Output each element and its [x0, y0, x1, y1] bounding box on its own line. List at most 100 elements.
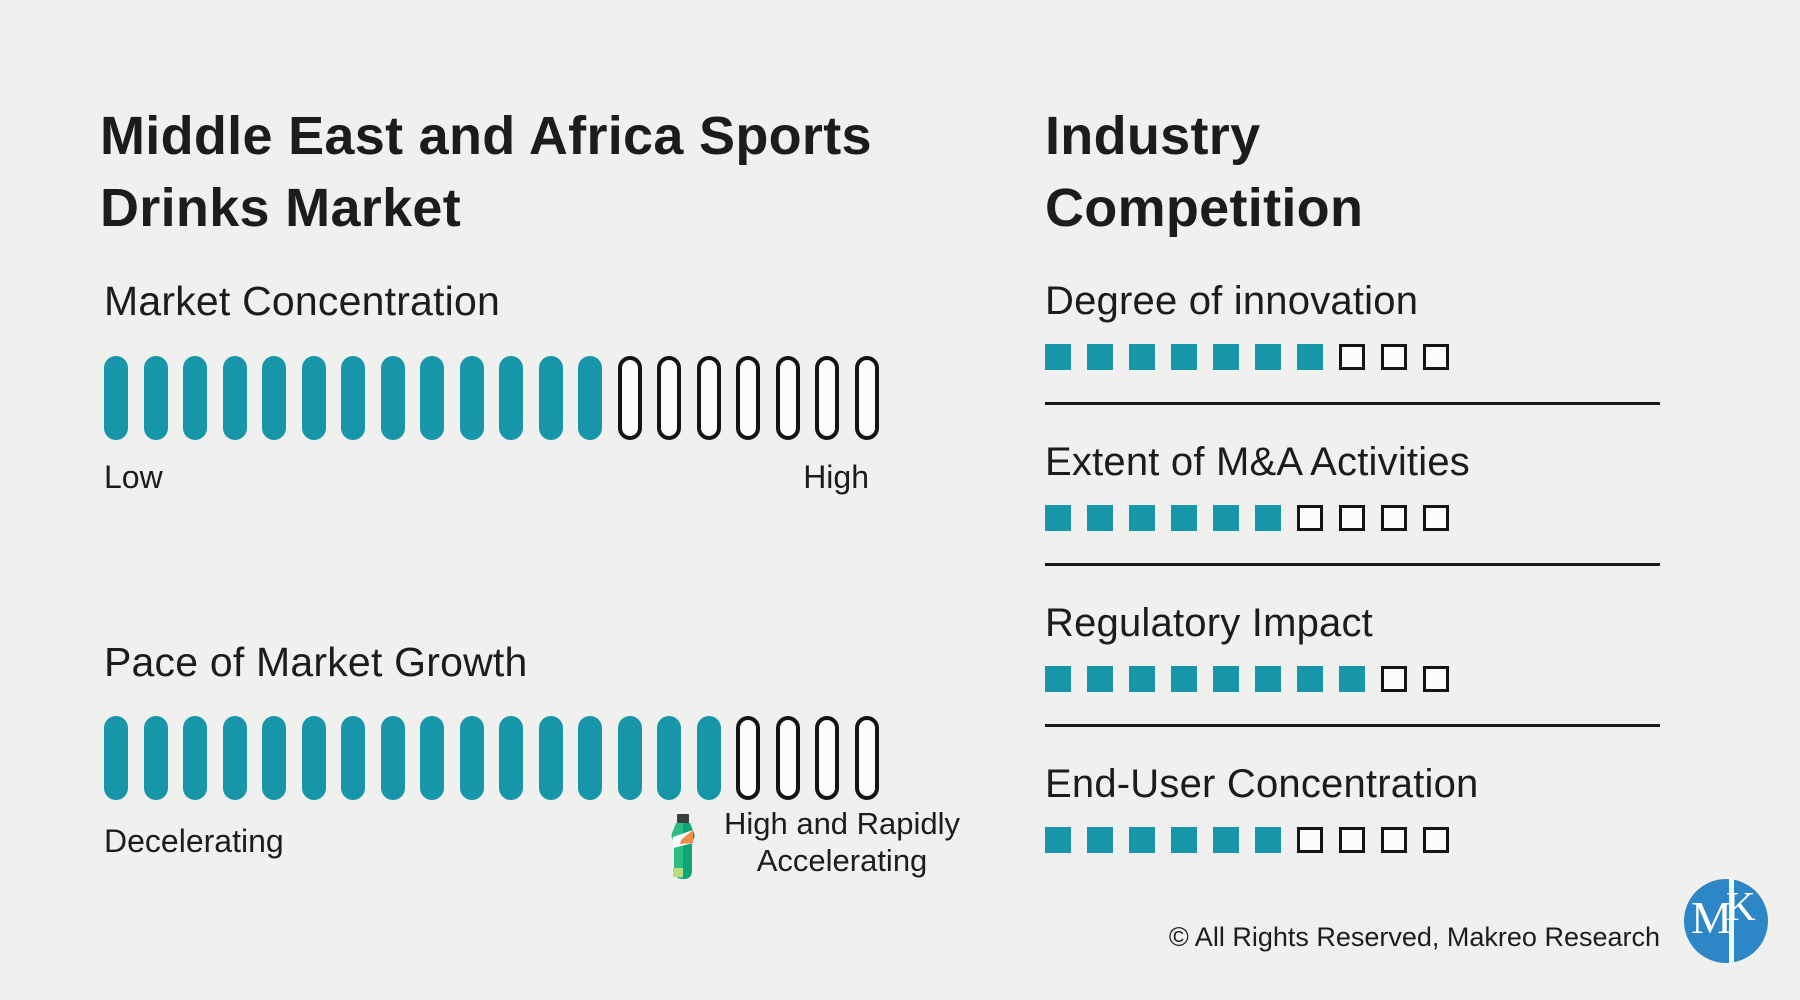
meter-segment-filled [1045, 666, 1071, 692]
meter-segment-filled [1045, 344, 1071, 370]
scale-accelerating-label: High and Rapidly Accelerating [723, 806, 961, 878]
meter-segment-empty [815, 716, 839, 800]
meter-segment-filled [380, 716, 405, 800]
meter-segment-filled [1255, 827, 1281, 853]
regulatory-impact-meter [1045, 666, 1449, 692]
meter-segment-filled [1129, 666, 1155, 692]
metric-ma-activities: Extent of M&A Activities [1045, 440, 1470, 484]
meter-segment-filled [617, 716, 642, 800]
meter-segment-filled [1297, 344, 1323, 370]
meter-segment-filled [459, 716, 484, 800]
meter-segment-empty [815, 356, 839, 440]
meter-segment-filled [104, 716, 128, 800]
meter-segment-filled [1087, 344, 1113, 370]
meter-segment-filled [380, 356, 405, 440]
meter-segment-empty [657, 356, 681, 440]
meter-segment-filled [143, 356, 168, 440]
meter-segment-filled [104, 356, 128, 440]
meter-segment-filled [1171, 505, 1197, 531]
meter-segment-filled [578, 716, 602, 800]
logo-letter-m: M [1691, 892, 1732, 943]
degree-of-innovation-meter [1045, 344, 1449, 370]
meter-segment-filled [1045, 827, 1071, 853]
meter-segment-filled [578, 356, 602, 440]
meter-segment-filled [222, 716, 247, 800]
sports-drink-bottle-icon [671, 814, 695, 879]
meter-segment-empty [1423, 666, 1449, 692]
meter-segment-filled [1255, 505, 1281, 531]
meter-segment-filled [1129, 344, 1155, 370]
meter-segment-empty [1423, 344, 1449, 370]
meter-segment-filled [1087, 666, 1113, 692]
divider [1045, 724, 1660, 727]
meter-segment-filled [696, 716, 721, 800]
meter-segment-empty [736, 716, 760, 800]
meter-segment-filled [1087, 505, 1113, 531]
meter-segment-empty [1339, 505, 1365, 531]
scale-low-label: Low [104, 459, 163, 495]
meter-segment-filled [499, 716, 523, 800]
meter-segment-empty [1297, 827, 1323, 853]
meter-segment-filled [1129, 505, 1155, 531]
pace-of-growth-meter [104, 716, 879, 800]
meter-segment-filled [341, 716, 365, 800]
meter-segment-filled [420, 716, 444, 800]
meter-segment-filled [1213, 505, 1239, 531]
meter-segment-filled [1255, 344, 1281, 370]
industry-competition-title: Industry Competition [1045, 106, 1364, 238]
meter-segment-filled [183, 356, 207, 440]
meter-segment-filled [1213, 344, 1239, 370]
meter-segment-filled [1213, 666, 1239, 692]
meter-segment-filled [499, 356, 523, 440]
meter-segment-empty [1339, 344, 1365, 370]
meter-segment-filled [301, 716, 326, 800]
divider [1045, 563, 1660, 566]
page-title: Middle East and Africa Sports Drinks Mar… [100, 106, 872, 238]
meter-segment-filled [301, 356, 326, 440]
meter-segment-empty [1423, 505, 1449, 531]
meter-segment-empty [854, 716, 879, 800]
meter-segment-empty [775, 716, 800, 800]
divider [1045, 402, 1660, 405]
meter-segment-filled [459, 356, 484, 440]
meter-segment-filled [538, 716, 563, 800]
meter-segment-empty [1381, 505, 1407, 531]
meter-segment-empty [736, 356, 760, 440]
meter-segment-filled [1255, 666, 1281, 692]
meter-segment-filled [143, 716, 168, 800]
meter-segment-filled [262, 716, 286, 800]
scale-decelerating-label: Decelerating [104, 823, 284, 859]
pace-of-growth-heading: Pace of Market Growth [104, 639, 528, 685]
metric-degree-of-innovation: Degree of innovation [1045, 279, 1419, 323]
ma-activities-meter [1045, 505, 1449, 531]
meter-segment-filled [341, 356, 365, 440]
meter-segment-filled [1213, 827, 1239, 853]
meter-segment-empty [1297, 505, 1323, 531]
meter-segment-filled [1045, 505, 1071, 531]
meter-segment-filled [538, 356, 563, 440]
meter-segment-filled [1171, 827, 1197, 853]
market-concentration-scale: Low High [104, 457, 869, 497]
makreo-logo: M K [1684, 879, 1768, 963]
meter-segment-empty [617, 356, 642, 440]
market-concentration-meter [104, 356, 879, 440]
meter-segment-empty [854, 356, 879, 440]
meter-segment-filled [1297, 666, 1323, 692]
meter-segment-filled [657, 716, 681, 800]
meter-segment-empty [1423, 827, 1449, 853]
meter-segment-empty [696, 356, 721, 440]
logo-letter-k: K [1726, 883, 1756, 929]
meter-segment-empty [1381, 827, 1407, 853]
logo-stem [1729, 879, 1734, 963]
end-user-concentration-meter [1045, 827, 1449, 853]
meter-segment-filled [1129, 827, 1155, 853]
market-concentration-heading: Market Concentration [104, 278, 500, 324]
meter-segment-filled [183, 716, 207, 800]
meter-segment-filled [1171, 344, 1197, 370]
meter-segment-filled [1087, 827, 1113, 853]
metric-regulatory-impact: Regulatory Impact [1045, 601, 1373, 645]
copyright-text: © All Rights Reserved, Makreo Research [1168, 922, 1660, 952]
meter-segment-filled [1339, 666, 1365, 692]
meter-segment-empty [1381, 666, 1407, 692]
